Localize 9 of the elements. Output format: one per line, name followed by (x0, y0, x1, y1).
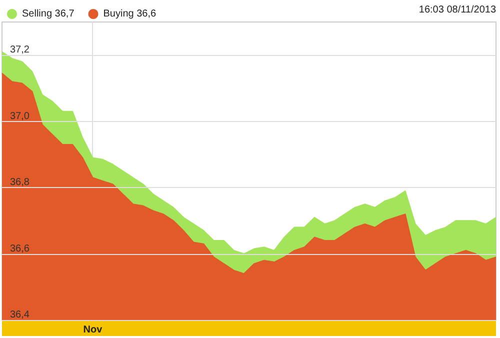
y-tick-label: 37,2 (10, 44, 30, 56)
y-tick-label: 36,6 (10, 243, 30, 254)
x-tick-label: Nov (83, 324, 103, 336)
y-tick-label: 36,4 (10, 310, 30, 320)
y-tick-label: 36,8 (10, 177, 30, 188)
legend-label: Selling 36,7 (22, 8, 75, 20)
text: 16:03 08/11/2013 (418, 4, 496, 16)
legend-label: Buying 36,6 (103, 8, 157, 20)
y-tick-label: 37,0 (10, 110, 30, 122)
